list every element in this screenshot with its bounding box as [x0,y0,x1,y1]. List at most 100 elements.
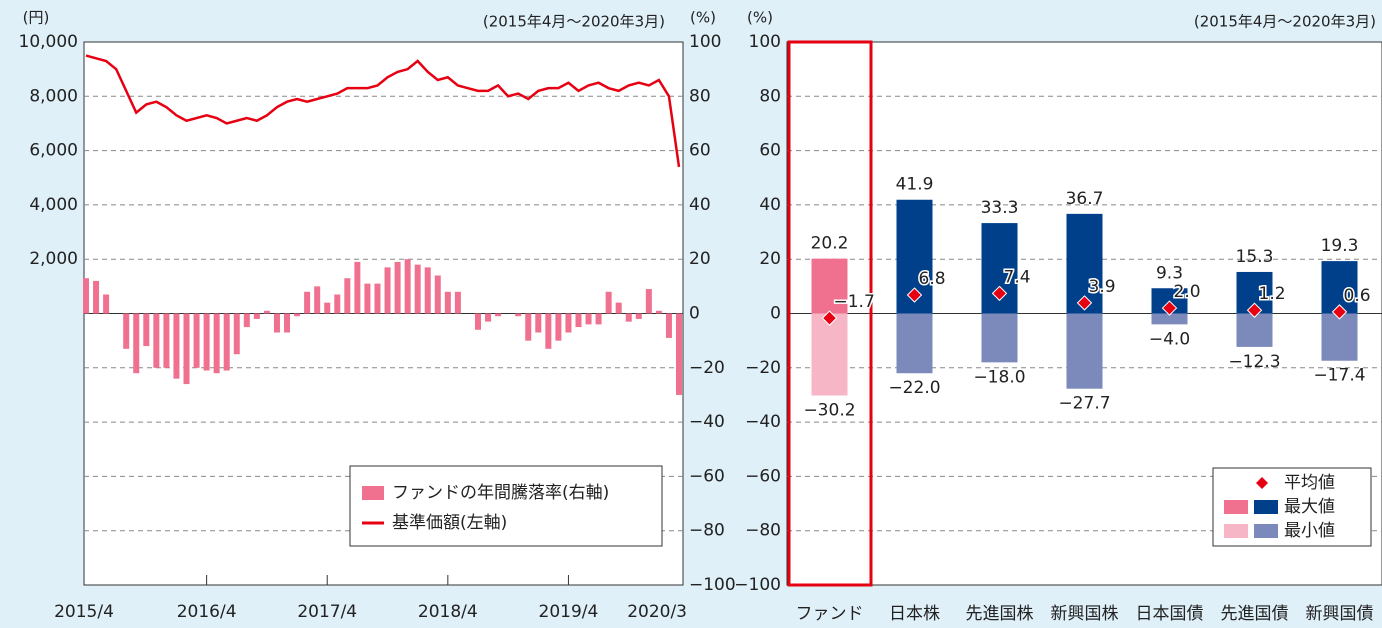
legend-swatch [1224,500,1248,514]
bar [324,302,331,314]
bar [896,313,933,374]
bar [213,313,220,374]
legend-swatch [1254,500,1278,514]
bar [515,313,522,317]
bar [354,261,361,314]
bar [1236,313,1273,347]
bar [93,280,100,314]
y2-tick-label: −20 [689,358,725,378]
y2-tick-label: 20 [689,249,711,269]
line [85,54,681,168]
marker [991,285,1008,302]
data-label: 20.2 [811,234,849,254]
bar [1151,313,1188,325]
data-label: −12.3 [1228,352,1280,372]
bar [485,313,492,322]
x-tick-label: ファンド [796,604,864,624]
data-label: −4.0 [1149,329,1190,349]
bar [575,313,582,328]
x-tick-label: 2018/4 [418,602,478,622]
bar [183,313,190,385]
y-tick-label: 60 [759,141,781,161]
x-tick-label: 先進国債 [1221,604,1289,624]
bar [434,275,441,314]
bar [273,313,280,333]
y-tick-label: −40 [745,412,781,432]
legend-label: 最大値 [1284,497,1335,517]
legend-swatch [1254,524,1278,538]
bar [545,313,552,349]
x-tick-label: 日本国債 [1136,604,1204,624]
bar [344,278,351,314]
y2-tick-label: −60 [689,466,725,486]
bar [103,294,110,314]
bar [263,310,270,314]
bar [334,294,341,314]
legend-label: 平均値 [1284,473,1335,493]
bar [525,313,532,341]
marker [1161,300,1178,316]
bar [565,313,572,333]
x-tick-label: 日本株 [889,604,940,624]
legend-swatch [1224,524,1248,538]
y-tick-label: 100 [749,32,781,52]
y-tick-label: 8,000 [29,86,78,106]
x-tick-label: 先進国株 [966,604,1034,624]
legend-label: 基準価額(左軸) [392,513,507,533]
bar [163,313,170,368]
bar [304,291,311,314]
bar [1321,313,1358,361]
data-label: −22.0 [888,378,940,398]
marker [1076,295,1093,311]
marker [1246,302,1263,318]
y2-tick-label: −40 [689,412,725,432]
bar [454,291,461,314]
bar [374,283,381,314]
bar [123,313,130,349]
data-label: 15.3 [1236,247,1274,267]
bar [625,313,632,322]
bar [83,278,89,314]
bar [495,313,502,317]
bar [284,313,291,333]
y2-tick-label: 0 [689,304,700,324]
y2-tick-label: 80 [689,86,711,106]
y-tick-label: 20 [759,249,781,269]
bar [444,291,451,314]
marker [906,287,923,303]
bar [314,286,321,314]
bar [414,264,421,314]
data-label: 1.2 [1259,284,1286,304]
y2-tick-label: 40 [689,195,711,215]
legend-swatch [1256,477,1268,489]
data-label: −27.7 [1058,394,1110,414]
marker [1331,304,1348,320]
bar [253,313,260,319]
data-label: −18.0 [973,367,1025,387]
bar [635,313,642,319]
data-label: 36.7 [1066,189,1104,209]
bar [173,313,180,379]
x-tick-label: 新興国株 [1051,604,1119,624]
data-label: 7.4 [1004,267,1031,287]
data-label: 19.3 [1321,236,1359,256]
bar [474,313,481,330]
bar [364,283,371,314]
legend [349,465,663,547]
bar [676,313,682,395]
bar [615,302,622,314]
bar [404,259,411,314]
y-tick-label: 80 [759,86,781,106]
x-tick-label: 2015/4 [54,602,114,622]
y-tick-label: 4,000 [29,195,78,215]
y-tick-label: 10,000 [19,32,78,52]
x-tick-label: 2019/4 [539,602,599,622]
y2-tick-label: −100 [689,575,736,595]
bar [811,313,848,396]
data-label: 2.0 [1174,282,1201,302]
legend-swatch [362,486,384,500]
highlight-box [787,40,873,587]
data-label: 41.9 [896,175,934,195]
y-tick-label: −20 [745,358,781,378]
